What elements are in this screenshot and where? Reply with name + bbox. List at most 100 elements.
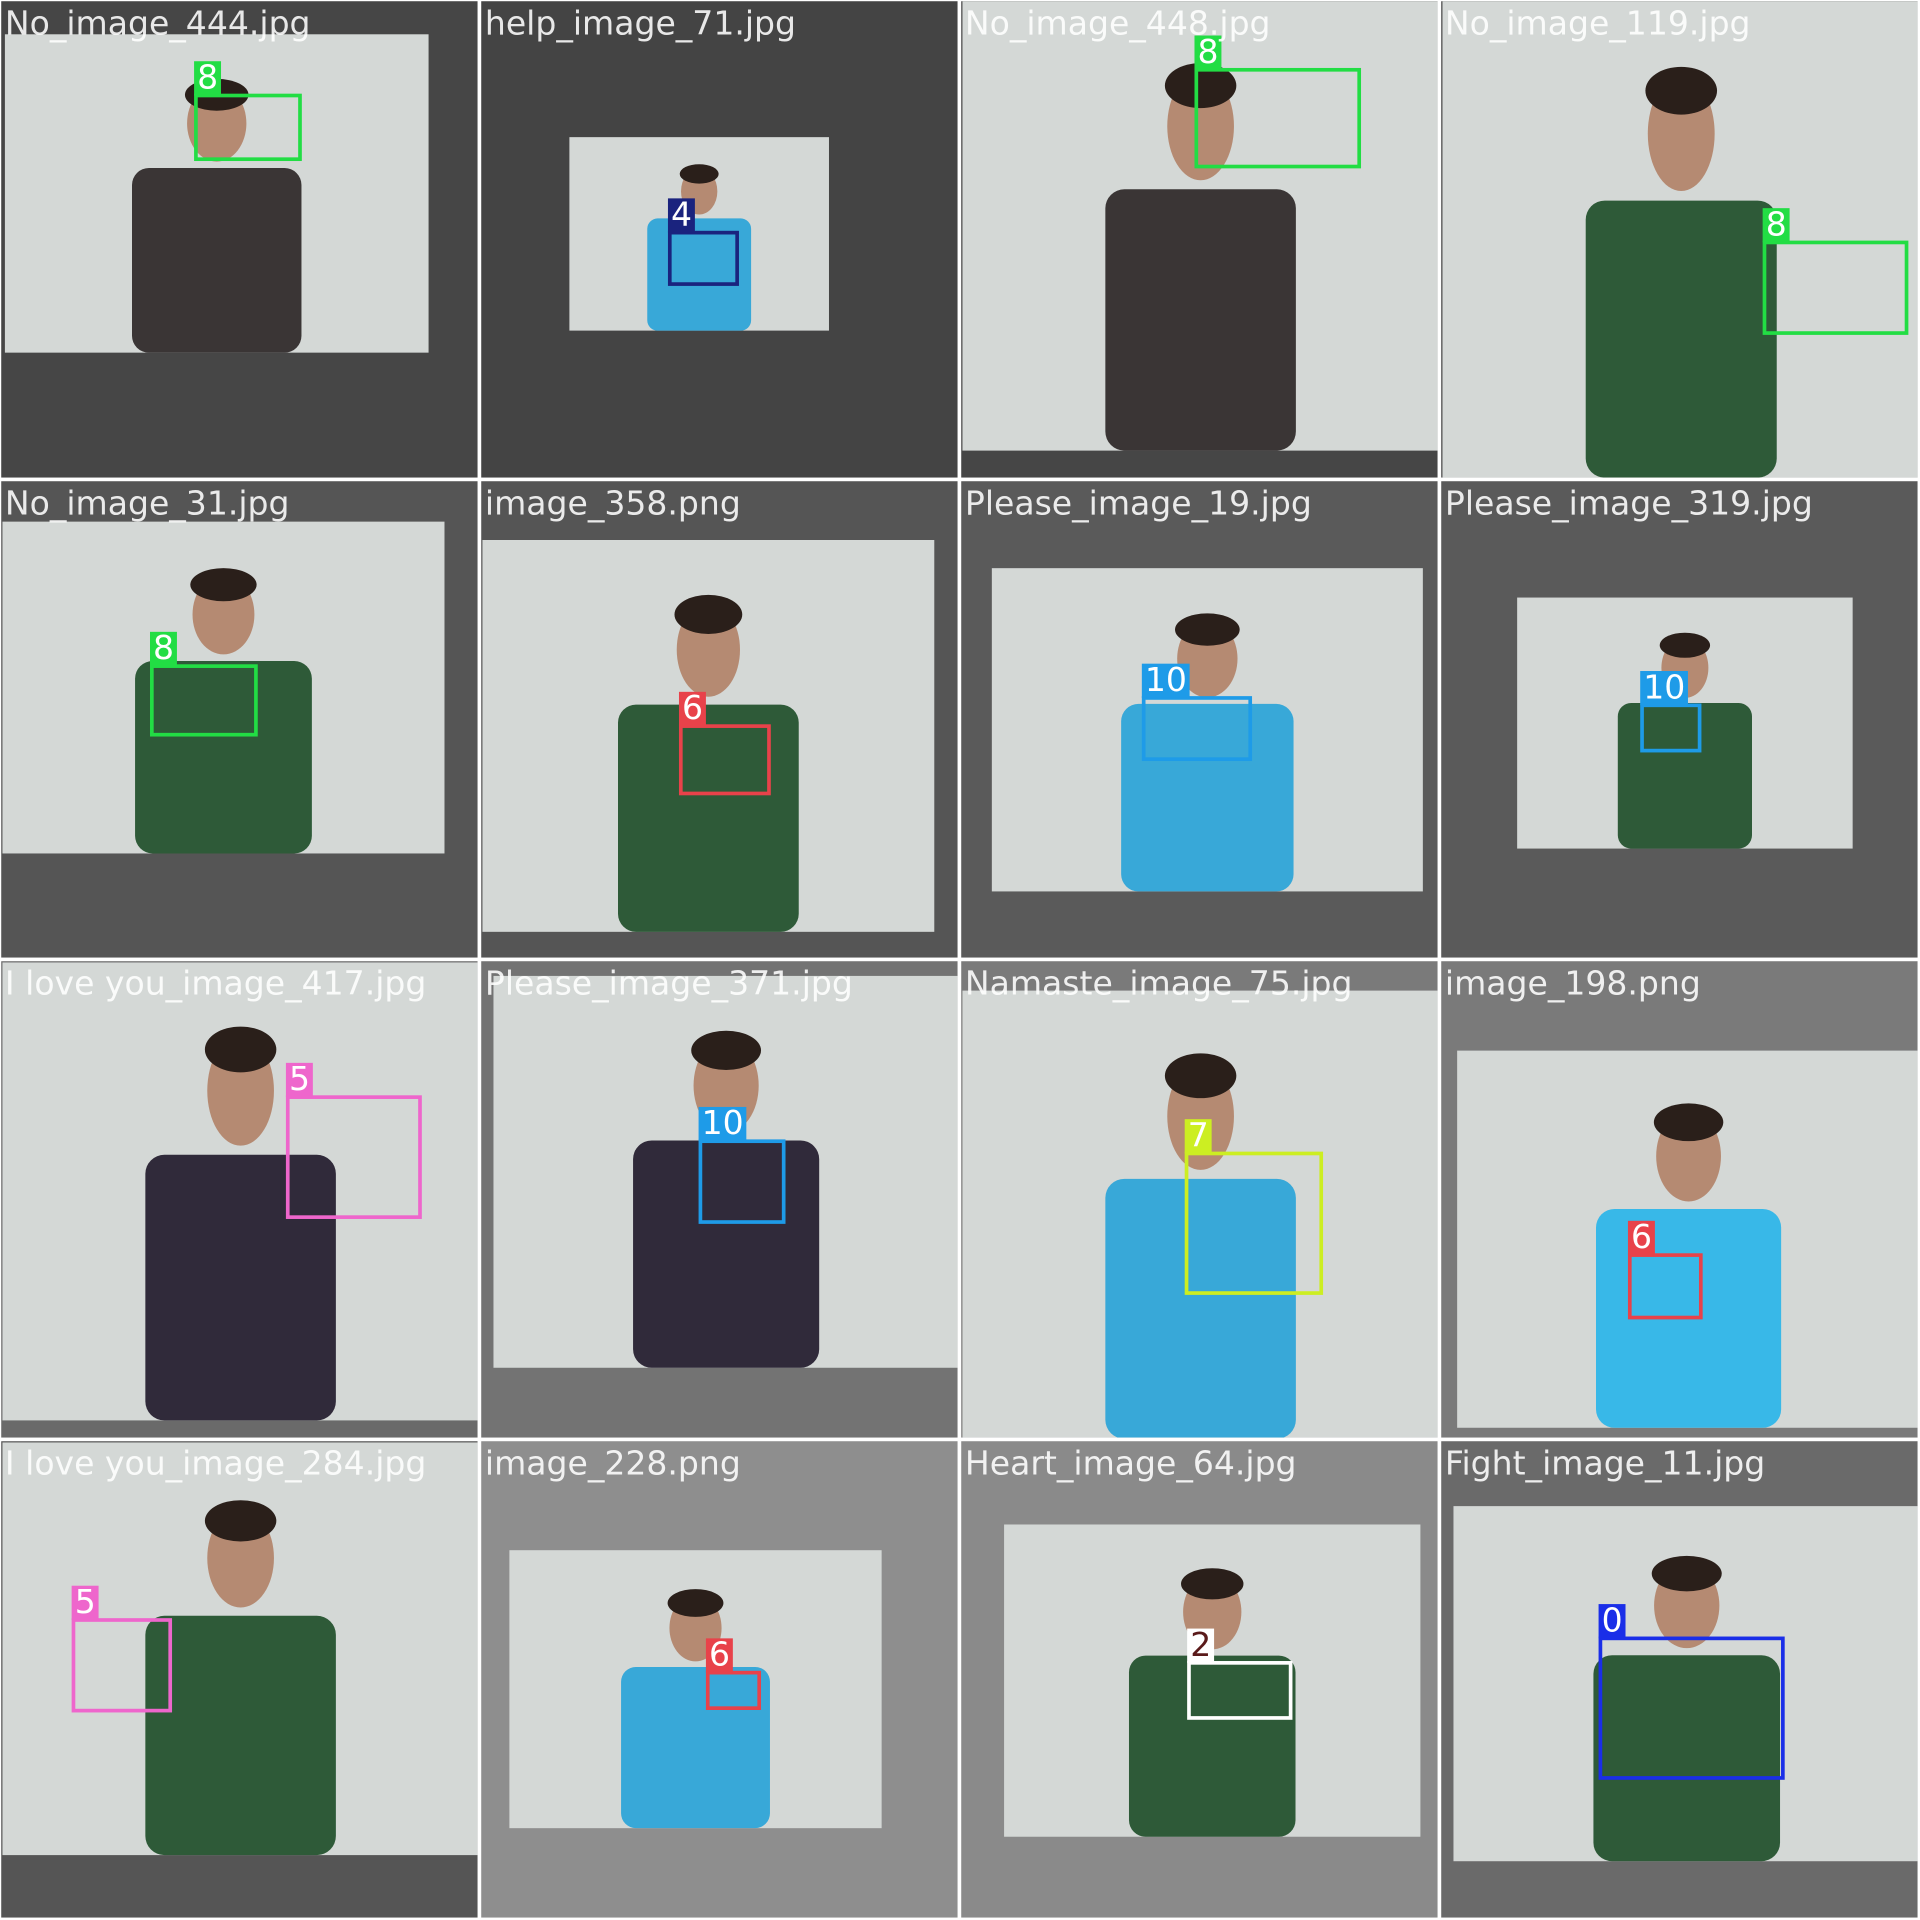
- person-shirt: [1593, 1655, 1781, 1862]
- bounding-box: [705, 1670, 762, 1711]
- person-hair: [1164, 63, 1237, 109]
- person-shirt: [1585, 200, 1777, 478]
- image-tile: 6 image_198.png: [1441, 961, 1918, 1438]
- bounding-box: [678, 724, 771, 796]
- class-label: 8: [1198, 32, 1219, 71]
- class-label: 10: [702, 1103, 744, 1142]
- image-tile: 6 image_358.png: [481, 481, 958, 958]
- filename: Please_image_19.jpg: [965, 484, 1312, 523]
- class-tag: [1640, 671, 1688, 706]
- image-tile: 5 I love you_image_417.jpg: [1, 961, 478, 1438]
- class-tag: [1762, 208, 1790, 243]
- image-tile: 7 Namaste_image_75.jpg: [961, 961, 1438, 1438]
- class-label: 10: [1145, 660, 1187, 699]
- image-tile: 8 No_image_31.jpg: [1, 481, 478, 958]
- person-hair: [674, 594, 743, 635]
- person-hair: [1651, 1555, 1722, 1592]
- image-tile: 10 Please_image_371.jpg: [481, 961, 958, 1438]
- person-shirt: [132, 168, 302, 353]
- class-tag: [71, 1585, 99, 1620]
- person-hair: [204, 1026, 277, 1073]
- person-shirt: [633, 1140, 820, 1368]
- person-shirt: [1105, 1178, 1296, 1438]
- bounding-box: [1194, 67, 1362, 169]
- image-tile: 2 Heart_image_64.jpg: [961, 1441, 1438, 1918]
- class-label: 5: [75, 1582, 96, 1621]
- image-tile: 10 Please_image_19.jpg: [961, 481, 1438, 958]
- bounding-box: [1627, 1253, 1703, 1320]
- filename: No_image_444.jpg: [5, 4, 311, 43]
- bounding-box: [1762, 240, 1909, 335]
- image-tile: 10 Please_image_319.jpg: [1441, 481, 1918, 958]
- class-tag: [667, 198, 695, 233]
- class-tag: [705, 1638, 733, 1673]
- class-tag: [1627, 1220, 1655, 1256]
- photo: [1004, 1524, 1421, 1837]
- photo: [991, 568, 1423, 892]
- class-tag: [698, 1106, 747, 1142]
- person-hair: [1175, 613, 1240, 646]
- filename: help_image_71.jpg: [485, 4, 796, 43]
- image-tile: 8 No_image_119.jpg: [1441, 1, 1918, 478]
- photo: [962, 990, 1438, 1438]
- photo: [2, 1442, 478, 1856]
- person-hair: [1653, 1103, 1724, 1142]
- photo: [509, 1550, 882, 1829]
- person-shirt: [1121, 703, 1294, 892]
- filename: Namaste_image_75.jpg: [965, 964, 1353, 1003]
- filename: Please_image_371.jpg: [485, 964, 853, 1003]
- filename: I love you_image_284.jpg: [5, 1444, 426, 1483]
- photo: [2, 521, 445, 854]
- class-tag: [150, 631, 177, 667]
- person-shirt: [145, 1154, 336, 1421]
- filename: No_image_119.jpg: [1445, 4, 1751, 43]
- photo: [493, 975, 958, 1368]
- bounding-box: [150, 664, 258, 737]
- person-hair: [667, 1589, 724, 1617]
- class-label: 5: [289, 1059, 310, 1098]
- image-tile: 5 I love you_image_284.jpg: [1, 1441, 478, 1918]
- person-shirt: [621, 1666, 770, 1829]
- filename: Please_image_319.jpg: [1445, 484, 1813, 523]
- class-label: 0: [1602, 1600, 1623, 1639]
- class-label: 6: [682, 688, 703, 727]
- bounding-box: [285, 1095, 422, 1219]
- class-label: 8: [153, 628, 174, 667]
- class-label: 10: [1643, 667, 1685, 706]
- class-label: 8: [1766, 204, 1787, 243]
- filename: image_358.png: [485, 484, 741, 523]
- person-hair: [1164, 1053, 1237, 1099]
- class-label: 6: [709, 1635, 730, 1674]
- person-shirt: [135, 661, 312, 854]
- class-tag: [285, 1062, 313, 1098]
- person-shirt: [1617, 702, 1752, 849]
- class-label: 4: [671, 195, 692, 234]
- image-tile: 0 Fight_image_11.jpg: [1441, 1441, 1918, 1918]
- class-label: 7: [1188, 1115, 1209, 1154]
- photo: [2, 962, 478, 1421]
- filename: image_198.png: [1445, 964, 1701, 1003]
- filename: image_228.png: [485, 1444, 741, 1483]
- class-tag: [678, 691, 706, 727]
- class-label: 6: [1631, 1217, 1652, 1256]
- image-tile: 8No_image_448.jpg: [961, 1, 1438, 478]
- bounding-box: [1187, 1661, 1293, 1720]
- photo: [1517, 597, 1853, 849]
- class-tag: [1187, 1628, 1215, 1663]
- person-hair: [679, 164, 719, 184]
- image-tile: 6 image_228.png: [481, 1441, 958, 1918]
- class-tag: [1194, 35, 1222, 70]
- class-tag: [1141, 663, 1190, 698]
- image-tile: 8 No_image_444.jpg: [1, 1, 478, 478]
- filename: Heart_image_64.jpg: [965, 1444, 1297, 1483]
- photo: [482, 540, 935, 932]
- class-tag: [1598, 1604, 1626, 1639]
- person-hair: [204, 1500, 277, 1542]
- photo: [1457, 1050, 1918, 1428]
- filename: No_image_448.jpg: [965, 4, 1271, 43]
- bounding-box: [1598, 1636, 1785, 1780]
- bounding-box: [667, 230, 739, 286]
- person-hair: [691, 1030, 762, 1070]
- person-shirt: [618, 704, 799, 932]
